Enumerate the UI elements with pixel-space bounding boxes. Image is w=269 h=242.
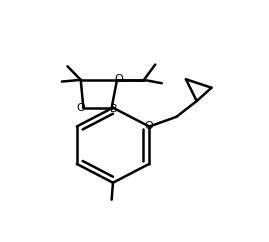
Text: O: O [115, 74, 123, 84]
Text: O: O [77, 103, 86, 113]
Text: B: B [110, 104, 118, 114]
Text: O: O [144, 121, 153, 131]
